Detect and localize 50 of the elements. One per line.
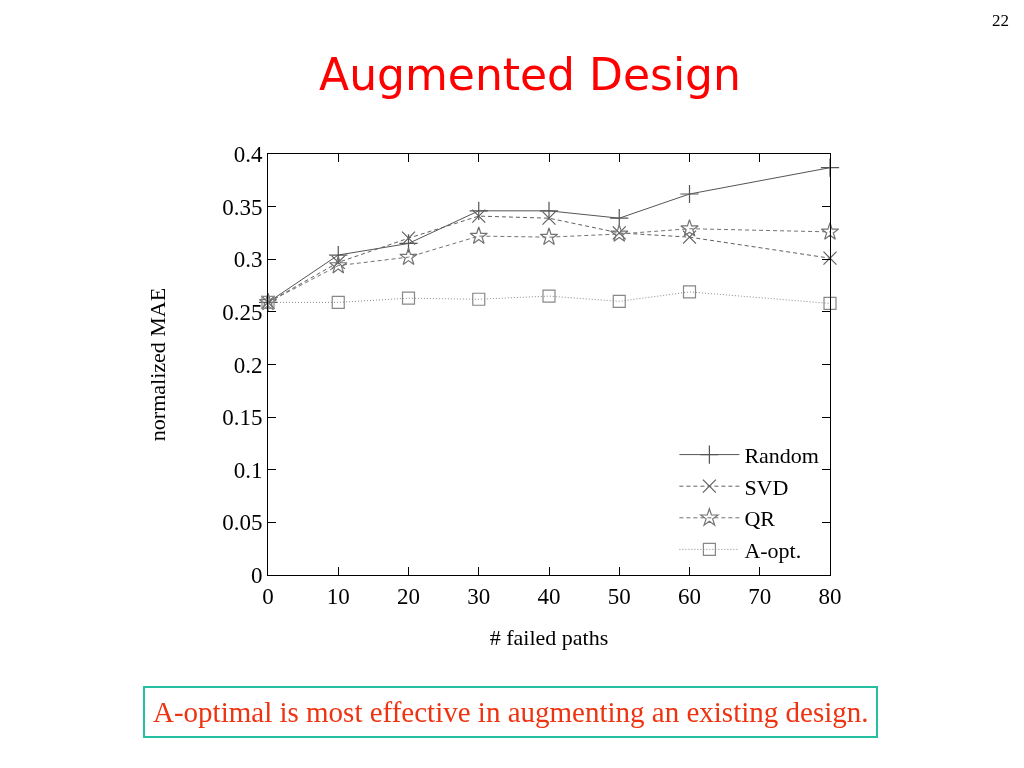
chart-title: Augmented Design xyxy=(319,49,741,101)
point xyxy=(331,255,346,270)
legend-label: SVD xyxy=(744,474,789,500)
point xyxy=(682,285,697,299)
point xyxy=(541,211,557,226)
y-tick-label: 0.05 xyxy=(222,510,263,536)
y-tick-label: 0 xyxy=(250,563,263,589)
y-tick-label: 0.4 xyxy=(233,142,263,168)
y-tick-label: 0.25 xyxy=(222,299,263,325)
x-axis-title: # failed paths xyxy=(489,625,609,651)
x-tick-label: 60 xyxy=(678,583,701,609)
legend-label: Random xyxy=(744,443,819,469)
point xyxy=(471,209,486,224)
x-tick-label: 70 xyxy=(748,583,772,609)
text: 22 xyxy=(992,11,1009,30)
point xyxy=(469,226,488,245)
point xyxy=(820,222,840,240)
point xyxy=(469,201,489,221)
point xyxy=(822,251,838,266)
point xyxy=(539,227,559,246)
point xyxy=(612,294,626,308)
point xyxy=(398,233,419,254)
y-tick-label: 0.3 xyxy=(233,247,263,273)
point xyxy=(472,292,486,306)
point xyxy=(679,184,700,204)
x-tick-label: 40 xyxy=(537,583,561,609)
x-tick-label: 80 xyxy=(818,583,842,609)
point xyxy=(820,157,840,178)
point xyxy=(401,231,416,246)
point xyxy=(401,291,416,305)
point xyxy=(680,219,699,237)
y-tick-label: 0.2 xyxy=(233,352,263,378)
x-tick-label: 20 xyxy=(397,583,420,609)
y-tick-label: 0.15 xyxy=(222,405,263,431)
y-tick-label: 0.35 xyxy=(222,194,263,220)
text: A-optimal is most effective in augmenting an existing design. xyxy=(153,696,869,728)
x-tick-label: 10 xyxy=(326,583,350,609)
point xyxy=(399,247,418,266)
point xyxy=(682,230,697,245)
point xyxy=(823,296,837,311)
point xyxy=(542,289,556,303)
x-tick-label: 30 xyxy=(467,583,491,609)
y-tick-label: 0.1 xyxy=(233,457,263,483)
point xyxy=(609,208,629,228)
legend-label: QR xyxy=(744,506,776,532)
y-axis-title: normalized MAE xyxy=(144,287,170,442)
legend-label: A-opt. xyxy=(744,537,802,563)
point xyxy=(329,255,348,274)
point xyxy=(331,295,345,309)
x-tick-label: 50 xyxy=(607,583,631,609)
